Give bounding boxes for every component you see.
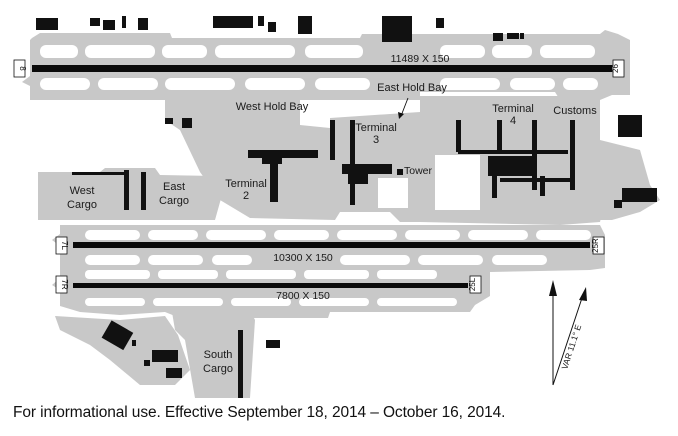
runway-8-26 [32,65,612,72]
runway-end-7l: 7L [60,241,69,250]
taxiway-islands [40,45,598,306]
runway-8-26-dimensions: 11489 X 150 [391,53,450,65]
runway-7l-25r [73,242,590,248]
south-cargo-label-line2: Cargo [203,363,233,375]
airport-diagram: 8 26 7L 25R 7R 25L [13,16,660,398]
terminal-2-label-line2: 2 [243,190,249,202]
runways [32,65,612,288]
runway-end-8: 8 [18,66,27,71]
runway-7r-25l-dimensions: 7800 X 150 [276,290,330,302]
terminal-4-label-line2: 4 [510,115,516,127]
east-hold-bay-label: East Hold Bay [377,82,447,94]
buildings [36,16,657,398]
terminal-4-label-line1: Terminal [492,103,534,115]
tower-label: Tower [404,165,433,177]
terminal-3-label-line1: Terminal [355,122,397,134]
west-cargo-label-line2: Cargo [67,199,97,211]
runway-end-markers: 8 26 7L 25R 7R 25L [13,59,625,294]
customs-label: Customs [553,105,597,117]
runway-end-25l: 25L [468,277,477,291]
runway-end-25r: 25R [591,238,600,253]
terminal-2-label-line1: Terminal [225,178,267,190]
east-hold-bay-arrow [400,97,409,117]
east-hold-bay-arrowhead [398,112,404,119]
west-hold-bay-label: West Hold Bay [236,101,309,113]
runway-end-26: 26 [611,64,620,73]
runway-7r-25l [73,283,468,288]
variation-label: VAR 11.1° E [559,323,583,371]
east-cargo-label-line1: East [163,181,185,193]
runway-end-7r: 7R [60,279,69,289]
east-cargo-label-line2: Cargo [159,195,189,207]
south-cargo-label-line1: South [204,349,233,361]
magnetic-variation-arrow: VAR 11.1° E [552,287,587,386]
runway-7l-25r-dimensions: 10300 X 150 [273,252,333,264]
labels: 11489 X 150 10300 X 150 7800 X 150 West … [67,53,597,375]
north-arrow [549,280,557,385]
terminal-3-label-line2: 3 [373,134,379,146]
west-cargo-label-line1: West [70,185,95,197]
effective-date-footer: For informational use. Effective Septemb… [13,404,506,421]
